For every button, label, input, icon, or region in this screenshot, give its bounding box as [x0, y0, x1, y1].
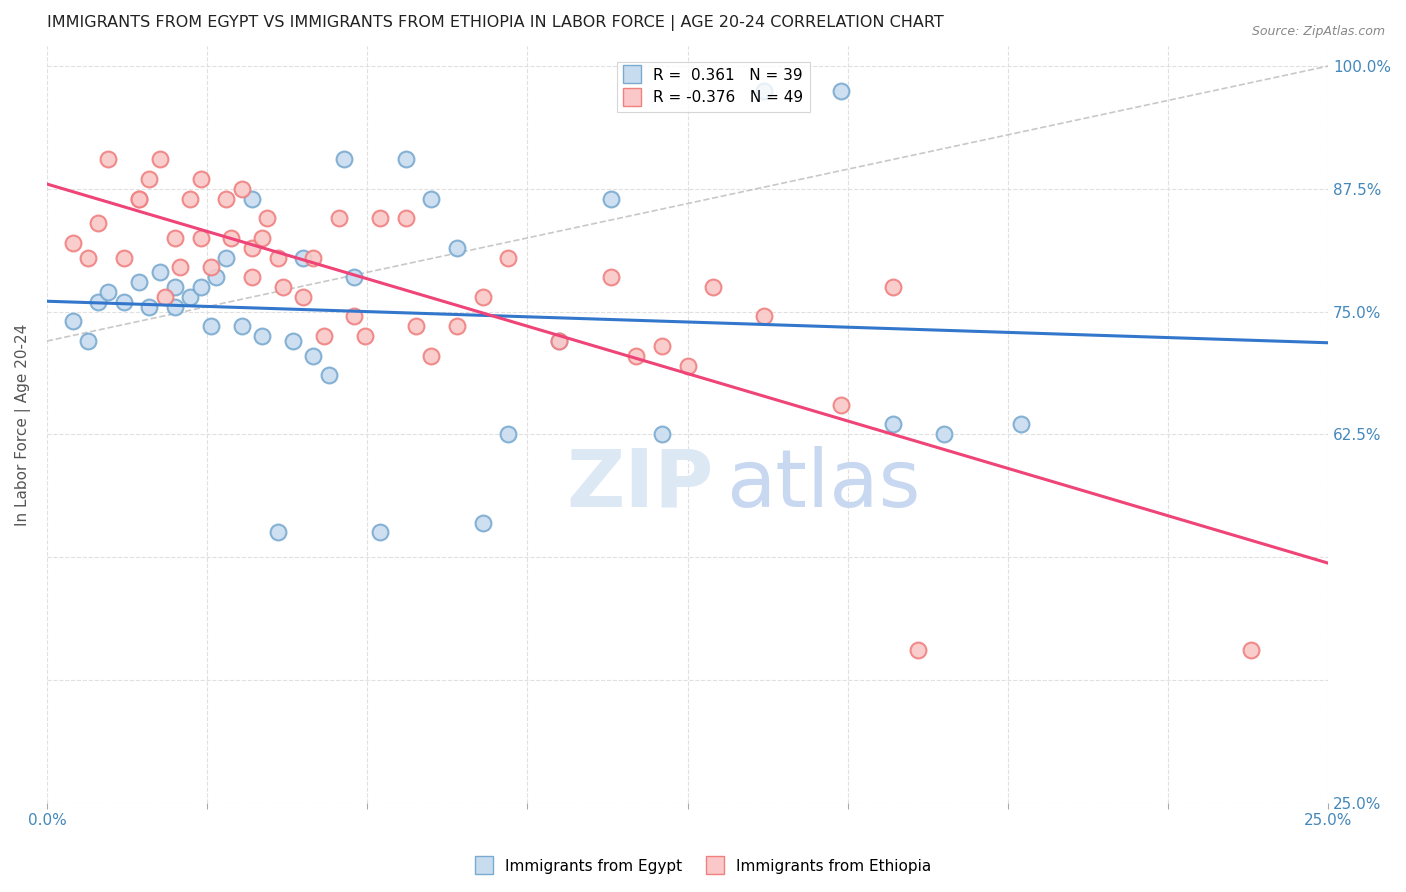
Text: Source: ZipAtlas.com: Source: ZipAtlas.com [1251, 25, 1385, 38]
Point [907, 643, 929, 657]
Point [205, 270, 228, 285]
Point [446, 319, 468, 334]
Point [333, 153, 356, 167]
Point [128, 192, 150, 206]
Point [87, 216, 110, 230]
Point [165, 300, 187, 314]
Point [149, 265, 172, 279]
Point [200, 319, 222, 334]
Point [395, 153, 418, 167]
Point [179, 192, 201, 206]
Point [312, 329, 335, 343]
Point [471, 290, 494, 304]
Point [651, 427, 673, 442]
Text: ZIP: ZIP [567, 446, 713, 524]
Point [62, 235, 84, 250]
Point [353, 329, 375, 343]
Point [599, 192, 621, 206]
Point [128, 192, 150, 206]
Point [77, 334, 100, 348]
Point [446, 241, 468, 255]
Point [302, 349, 325, 363]
Point [651, 339, 673, 353]
Point [292, 290, 315, 304]
Point [281, 334, 304, 348]
Point [882, 280, 904, 294]
Point [395, 211, 418, 226]
Point [240, 241, 263, 255]
Point [932, 427, 955, 442]
Point [138, 172, 160, 186]
Point [343, 310, 366, 324]
Point [190, 280, 212, 294]
Point [882, 417, 904, 432]
Point [77, 251, 100, 265]
Point [149, 153, 172, 167]
Legend: R =  0.361   N = 39, R = -0.376   N = 49: R = 0.361 N = 39, R = -0.376 N = 49 [617, 62, 810, 112]
Point [165, 280, 187, 294]
Point [420, 192, 443, 206]
Point [112, 251, 135, 265]
Y-axis label: In Labor Force | Age 20-24: In Labor Force | Age 20-24 [15, 324, 31, 525]
Point [1240, 643, 1263, 657]
Point [266, 525, 288, 540]
Point [97, 153, 120, 167]
Point [190, 172, 212, 186]
Point [250, 231, 273, 245]
Point [754, 84, 776, 98]
Point [200, 260, 222, 275]
Point [599, 270, 621, 285]
Point [128, 275, 150, 289]
Point [318, 368, 340, 383]
Point [496, 251, 519, 265]
Point [215, 251, 238, 265]
Point [676, 359, 699, 373]
Point [153, 290, 176, 304]
Point [231, 319, 253, 334]
Point [231, 182, 253, 196]
Point [138, 300, 160, 314]
Point [1010, 417, 1032, 432]
Point [256, 211, 278, 226]
Point [754, 310, 776, 324]
Point [830, 398, 852, 412]
Point [62, 314, 84, 328]
Point [165, 231, 187, 245]
Point [548, 334, 571, 348]
Point [87, 294, 110, 309]
Legend: Immigrants from Egypt, Immigrants from Ethiopia: Immigrants from Egypt, Immigrants from E… [468, 853, 938, 880]
Point [215, 192, 238, 206]
Point [405, 319, 427, 334]
Point [250, 329, 273, 343]
Point [169, 260, 191, 275]
Point [221, 231, 243, 245]
Point [97, 285, 120, 299]
Point [343, 270, 366, 285]
Point [471, 516, 494, 530]
Text: atlas: atlas [725, 446, 921, 524]
Point [830, 84, 852, 98]
Point [420, 349, 443, 363]
Point [368, 211, 391, 226]
Point [240, 192, 263, 206]
Text: IMMIGRANTS FROM EGYPT VS IMMIGRANTS FROM ETHIOPIA IN LABOR FORCE | AGE 20-24 COR: IMMIGRANTS FROM EGYPT VS IMMIGRANTS FROM… [46, 15, 943, 31]
Point [368, 525, 391, 540]
Point [496, 427, 519, 442]
Point [702, 280, 724, 294]
Point [190, 231, 212, 245]
Point [302, 251, 325, 265]
Point [271, 280, 294, 294]
Point [292, 251, 315, 265]
Point [626, 349, 648, 363]
Point [112, 294, 135, 309]
Point [328, 211, 350, 226]
Point [266, 251, 288, 265]
Point [548, 334, 571, 348]
Point [240, 270, 263, 285]
Point [179, 290, 201, 304]
